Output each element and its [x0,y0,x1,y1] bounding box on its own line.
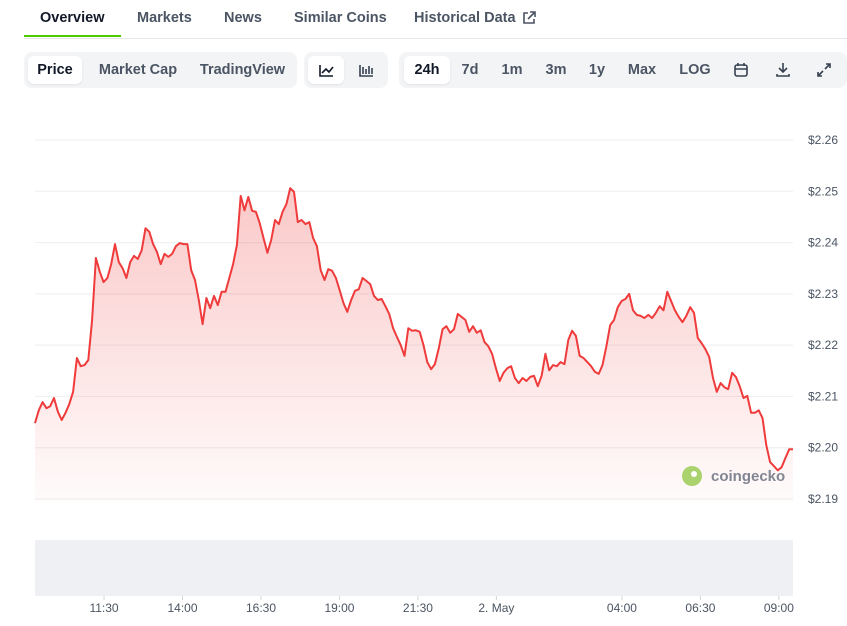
chart-mode-button[interactable]: Price [28,56,82,84]
range-button[interactable]: 3m [545,62,567,78]
candle-icon [359,65,373,77]
y-tick-label: $2.19 [808,492,838,506]
y-tick-label: $2.20 [808,441,838,455]
active-tab-indicator [24,35,121,37]
chart-mode-button[interactable]: Market Cap [98,62,178,78]
tab[interactable]: Similar Coins [294,10,387,26]
range-button[interactable]: 7d [461,62,479,78]
candle-chart-button[interactable] [348,56,384,84]
calendar-button[interactable] [725,56,757,84]
fullscreen-button[interactable] [808,56,840,84]
range-button[interactable]: 1m [501,62,523,78]
fullscreen-icon [817,63,831,77]
range-button[interactable]: 1y [588,62,606,78]
range-button[interactable]: LOG [679,62,711,78]
download-icon [776,63,790,77]
x-tick-label: 16:30 [246,601,276,615]
y-tick-label: $2.22 [808,338,838,352]
tab[interactable]: Overview [40,10,105,26]
price-line [34,187,793,472]
chart-mode-button[interactable]: TradingView [199,62,286,78]
y-tick-label: $2.24 [808,236,838,250]
range-group: 24h 7d 1m 3m 1y Max LOG [399,52,847,88]
tab[interactable]: News [224,10,262,26]
price-area [35,188,793,502]
y-tick-label: $2.25 [808,184,838,198]
volume-band [35,540,793,596]
x-tick-label: 2. May [478,601,514,615]
x-tick-label: 11:30 [89,601,118,615]
range-button[interactable]: 24h [404,56,450,84]
chart-mode-group: Price Market Cap TradingView [24,52,297,88]
line-chart-button[interactable] [308,56,344,84]
chart-style-group [304,52,388,88]
y-tick-label: $2.23 [808,287,838,301]
range-button[interactable]: Max [627,62,657,78]
download-button[interactable] [767,56,799,84]
x-tick-label: 21:30 [403,601,433,615]
tab-bar: Overview Markets News Similar Coins Historic… [24,0,847,39]
external-link-icon [522,11,536,24]
line-icon [319,65,334,77]
y-tick-label: $2.26 [808,133,838,147]
x-tick-label: 14:00 [168,601,198,615]
y-tick-label: $2.21 [808,389,838,403]
x-tick-label: 19:00 [324,601,354,615]
watermark: coingecko [711,468,785,485]
tab[interactable]: Historical Data [414,10,536,26]
x-tick-label: 09:00 [764,601,794,615]
x-tick-label: 04:00 [607,601,637,615]
tab[interactable]: Markets [137,10,192,26]
x-tick-label: 06:30 [685,601,715,615]
calendar-icon [734,63,748,77]
watermark-logo [682,466,702,486]
